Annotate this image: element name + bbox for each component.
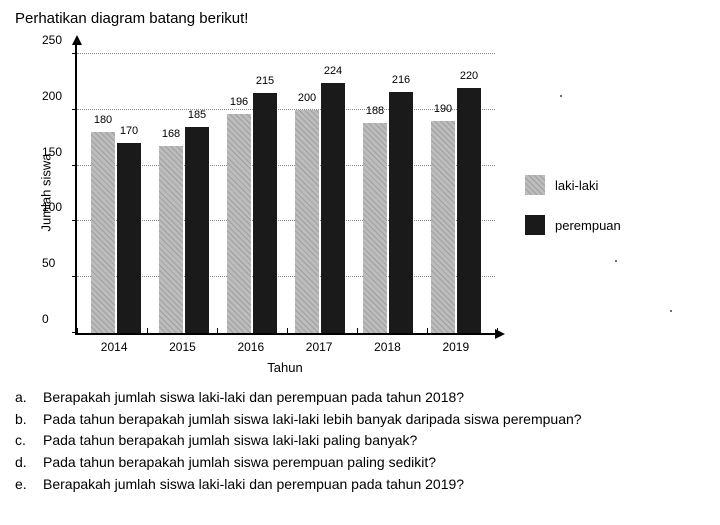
legend-item-female: perempuan (525, 215, 621, 235)
legend-item-male: laki-laki (525, 175, 621, 195)
question-letter: e. (15, 474, 33, 496)
bar-laki-laki: 196 (227, 114, 251, 333)
question-text: Berapakah jumlah siswa laki-laki dan per… (43, 387, 464, 409)
y-axis-label: Jumlah siswa (39, 153, 54, 231)
bar-chart: Jumlah siswa 050100150200250 18017016818… (15, 35, 705, 375)
x-tick-label: 2014 (89, 340, 139, 354)
noise-speck (560, 95, 562, 97)
bar-value-label: 224 (324, 65, 342, 77)
bar-perempuan: 216 (389, 92, 413, 333)
question-text: Pada tahun berapakah jumlah siswa laki-l… (43, 409, 582, 431)
bar-group: 196215 (227, 93, 277, 333)
bar-laki-laki: 190 (431, 121, 455, 333)
bar-perempuan: 224 (321, 83, 345, 333)
x-tick-label: 2016 (226, 340, 276, 354)
question-letter: c. (15, 430, 33, 452)
y-tick-label: 100 (42, 200, 62, 214)
y-tick-label: 150 (42, 145, 62, 159)
bar-value-label: 180 (94, 114, 112, 126)
bar-value-label: 215 (256, 75, 274, 87)
legend-label-male: laki-laki (555, 178, 598, 193)
bar-value-label: 196 (230, 96, 248, 108)
x-tick-mark (217, 328, 218, 334)
bar-group: 190220 (431, 88, 481, 333)
x-axis-labels: 2014 2015 2016 2017 2018 2019 (75, 340, 495, 354)
instruction-title: Perhatikan diagram batang berikut! (15, 10, 705, 27)
bar-groups: 180170168185196215200224188216190220 (77, 45, 495, 333)
question-text: Berapakah jumlah siswa laki-laki dan per… (43, 474, 464, 496)
bar-value-label: 185 (188, 109, 206, 121)
bar-group: 188216 (363, 92, 413, 333)
x-tick-mark (147, 328, 148, 334)
question-letter: a. (15, 387, 33, 409)
bar-value-label: 200 (298, 92, 316, 104)
question-item: d. Pada tahun berapakah jumlah siswa pere… (15, 452, 705, 474)
question-text: Pada tahun berapakah jumlah siswa peremp… (43, 452, 436, 474)
x-tick-mark (77, 328, 78, 334)
x-tick-label: 2019 (431, 340, 481, 354)
y-tick-label: 50 (42, 256, 55, 270)
x-tick-mark (287, 328, 288, 334)
x-tick-label: 2017 (294, 340, 344, 354)
bar-perempuan: 185 (185, 127, 209, 333)
plot-area: 050100150200250 180170168185196215200224… (75, 45, 495, 335)
y-tick-label: 250 (42, 33, 62, 47)
y-tick-label: 200 (42, 89, 62, 103)
bar-perempuan: 170 (117, 143, 141, 333)
bar-laki-laki: 188 (363, 123, 387, 333)
bar-value-label: 170 (120, 125, 138, 137)
noise-speck (670, 310, 672, 312)
bar-laki-laki: 180 (91, 132, 115, 333)
bar-value-label: 188 (366, 105, 384, 117)
x-tick-label: 2015 (157, 340, 207, 354)
x-axis-title: Tahun (75, 360, 495, 375)
bar-group: 200224 (295, 83, 345, 333)
question-letter: d. (15, 452, 33, 474)
bar-value-label: 220 (460, 70, 478, 82)
bar-group: 180170 (91, 132, 141, 333)
bar-group: 168185 (159, 127, 209, 333)
y-axis-arrow-icon (72, 35, 82, 45)
question-item: a. Berapakah jumlah siswa laki-laki dan p… (15, 387, 705, 409)
bar-perempuan: 215 (253, 93, 277, 333)
question-list: a. Berapakah jumlah siswa laki-laki dan p… (15, 387, 705, 495)
question-text: Pada tahun berapakah jumlah siswa laki-l… (43, 430, 417, 452)
bar-perempuan: 220 (457, 88, 481, 333)
y-tick-label: 0 (42, 312, 49, 326)
x-tick-mark (497, 328, 498, 334)
bar-value-label: 168 (162, 128, 180, 140)
x-tick-mark (427, 328, 428, 334)
bar-value-label: 216 (392, 74, 410, 86)
legend-swatch-male-icon (525, 175, 545, 195)
chart-legend: laki-laki perempuan (525, 175, 621, 255)
question-letter: b. (15, 409, 33, 431)
legend-swatch-female-icon (525, 215, 545, 235)
question-item: e. Berapakah jumlah siswa laki-laki dan p… (15, 474, 705, 496)
bar-laki-laki: 168 (159, 146, 183, 333)
bar-value-label: 190 (434, 103, 452, 115)
bar-laki-laki: 200 (295, 110, 319, 333)
question-item: c. Pada tahun berapakah jumlah siswa laki… (15, 430, 705, 452)
legend-label-female: perempuan (555, 218, 621, 233)
noise-speck (615, 260, 617, 262)
x-tick-label: 2018 (362, 340, 412, 354)
x-tick-mark (357, 328, 358, 334)
question-item: b. Pada tahun berapakah jumlah siswa laki… (15, 409, 705, 431)
